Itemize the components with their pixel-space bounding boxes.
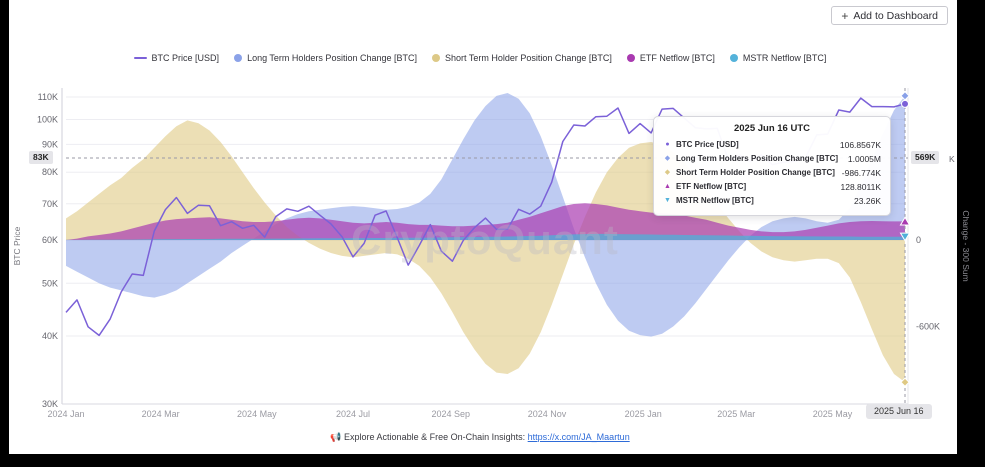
legend-label: Short Term Holder Position Change [BTC] <box>444 53 612 63</box>
tooltip-series-label: Long Term Holders Position Change [BTC] <box>676 154 839 163</box>
partial-tick-label: K <box>949 154 955 164</box>
diamond-marker-icon: ◆ <box>664 155 671 162</box>
tooltip-row: ◆ Short Term Holder Position Change [BTC]… <box>663 166 881 180</box>
tooltip-series-label: MSTR Netflow [BTC] <box>676 196 754 205</box>
x-axis-tick: 2024 Mar <box>142 409 180 419</box>
x-axis-tick: 2024 Sep <box>432 409 471 419</box>
tooltip-row: ● BTC Price [USD] 106.8567K <box>663 138 881 152</box>
right-axis-title: Change - 300 Sum <box>961 210 971 282</box>
hover-marker-long-term-holders-position-change-btc <box>900 91 910 101</box>
x-axis-tick: 2024 Jan <box>47 409 84 419</box>
hover-marker-btc-price-usd <box>901 99 909 108</box>
legend-label: ETF Netflow [BTC] <box>639 53 715 63</box>
legend-label: Long Term Holders Position Change [BTC] <box>247 53 417 63</box>
left-black-bar <box>0 0 9 467</box>
bottom-black-bar <box>0 454 985 467</box>
tooltip-series-value: -986.774K <box>841 168 881 178</box>
triangle-up-marker-icon: ▲ <box>664 183 671 190</box>
legend-item[interactable]: BTC Price [USD] <box>133 53 220 63</box>
legend-item[interactable]: ETF Netflow [BTC] <box>626 53 715 63</box>
circle-marker-icon: ● <box>665 141 670 148</box>
hover-marker-short-term-holder-position-change-btc <box>900 377 910 387</box>
x-axis-tick: 2024 May <box>237 409 277 419</box>
left-axis-title: BTC Price <box>12 226 22 266</box>
diamond-marker-icon: ◆ <box>664 169 671 176</box>
left-axis-tick: 50K <box>42 278 58 288</box>
left-axis-tick: 40K <box>42 331 58 341</box>
legend-item[interactable]: Long Term Holders Position Change [BTC] <box>234 53 417 63</box>
legend-item[interactable]: MSTR Netflow [BTC] <box>729 53 827 63</box>
left-axis-tick: 90K <box>42 139 58 149</box>
tooltip-row: ◆ Long Term Holders Position Change [BTC]… <box>663 152 881 166</box>
dot-marker-icon <box>626 54 635 62</box>
left-axis-tick: 30K <box>42 399 58 409</box>
left-axis-tick: 60K <box>42 235 58 245</box>
tooltip-title: 2025 Jun 16 UTC <box>733 123 811 134</box>
left-axis-tick: 70K <box>42 199 58 209</box>
left-axis-tick: 100K <box>37 115 58 125</box>
chart-legend: BTC Price [USD] Long Term Holders Positio… <box>60 53 900 63</box>
right-axis-tick: -600K <box>916 321 940 331</box>
tooltip-series-value: 23.26K <box>854 196 881 206</box>
right-axis-tick: 0 <box>916 235 921 245</box>
legend-label: MSTR Netflow [BTC] <box>742 53 827 63</box>
x-axis-tick: 2025 Mar <box>717 409 755 419</box>
tooltip-rows: ● BTC Price [USD] 106.8567K ◆ Long Term Hold… <box>663 138 881 208</box>
change-crosshair-label: 569K <box>911 151 940 164</box>
dot-marker-icon <box>729 54 738 62</box>
tooltip-series-value: 128.8011K <box>840 182 882 192</box>
x-axis-tick: 2024 Jul <box>336 409 370 419</box>
footer-note: 📢 Explore Actionable & Free On-Chain Ins… <box>0 432 960 443</box>
area-long-term-holders-position-change-btc <box>66 93 905 337</box>
megaphone-icon: 📢 <box>330 432 342 442</box>
hover-marker-etf-netflow-btc <box>899 216 911 226</box>
legend-item[interactable]: Short Term Holder Position Change [BTC] <box>431 53 612 63</box>
chart-tooltip: 2025 Jun 16 UTC ● BTC Price [USD] 106.8567… <box>653 116 891 216</box>
tooltip-series-label: ETF Netflow [BTC] <box>676 182 747 191</box>
left-axis-tick: 80K <box>42 167 58 177</box>
right-black-bar <box>957 0 985 467</box>
tooltip-row: ▼ MSTR Netflow [BTC] 23.26K <box>663 194 881 208</box>
tooltip-series-value: 106.8567K <box>839 140 881 150</box>
add-to-dashboard-button[interactable]: + Add to Dashboard <box>831 6 948 25</box>
dot-marker-icon <box>234 54 243 62</box>
price-crosshair-label: 83K <box>29 151 53 164</box>
hover-marker-mstr-netflow-btc <box>899 232 911 242</box>
x-axis-tick: 2025 Jan <box>625 409 662 419</box>
area-mstr-netflow-btc <box>66 233 905 240</box>
x-axis-tick: 2024 Nov <box>528 409 567 419</box>
area-etf-netflow-btc <box>66 203 905 240</box>
tooltip-series-label: BTC Price [USD] <box>676 140 739 149</box>
footer-text: Explore Actionable & Free On-Chain Insig… <box>344 432 526 442</box>
plus-icon: + <box>841 8 849 23</box>
dot-marker-icon <box>431 54 440 62</box>
footer-link[interactable]: https://x.com/JA_Maartun <box>527 432 630 442</box>
left-axis-tick: 110K <box>38 92 58 102</box>
current-date-label: 2025 Jun 16 <box>866 404 932 419</box>
triangle-down-marker-icon: ▼ <box>664 197 671 204</box>
legend-label: BTC Price [USD] <box>151 53 220 63</box>
tooltip-series-label: Short Term Holder Position Change [BTC] <box>676 168 835 177</box>
tooltip-row: ▲ ETF Netflow [BTC] 128.8011K <box>663 180 881 194</box>
add-to-dashboard-label: Add to Dashboard <box>853 9 938 22</box>
x-axis-tick: 2025 May <box>813 409 853 419</box>
line-marker-icon <box>133 57 147 59</box>
tooltip-series-value: 1.0005M <box>847 154 881 164</box>
